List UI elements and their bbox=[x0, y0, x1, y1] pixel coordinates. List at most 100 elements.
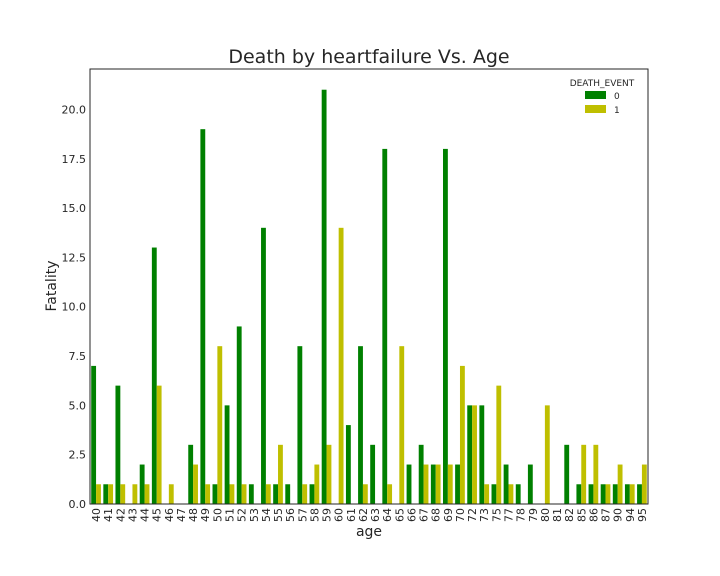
x-tick-label: 85 bbox=[575, 508, 588, 522]
bar-series-0-69 bbox=[443, 148, 448, 504]
y-tick-label: 20.0 bbox=[62, 103, 87, 116]
x-tick-label: 68 bbox=[430, 508, 443, 522]
x-tick-label: 95 bbox=[636, 508, 649, 522]
bar-series-0-78 bbox=[515, 484, 521, 504]
bar-series-1-60 bbox=[338, 227, 344, 504]
x-tick-label: 67 bbox=[418, 508, 431, 522]
bar-series-0-56 bbox=[285, 484, 291, 504]
x-tick-label: 77 bbox=[503, 508, 516, 522]
x-tick-label: 48 bbox=[187, 508, 200, 522]
x-tick-label: 60 bbox=[333, 508, 346, 522]
legend-label-0: 0 bbox=[614, 92, 620, 102]
bar-series-1-77 bbox=[508, 484, 514, 504]
bar-series-0-50 bbox=[212, 484, 218, 504]
bar-series-1-44 bbox=[144, 484, 150, 504]
y-axis-ticks: 0.0 2.5 5.0 7.5 10.0 12.5 15.0 17.5 20.0 bbox=[62, 103, 87, 511]
x-tick-label: 41 bbox=[102, 508, 115, 522]
x-tick-label: 82 bbox=[563, 508, 576, 522]
bar-series-0-86 bbox=[588, 484, 594, 504]
bar-series-0-90 bbox=[612, 484, 618, 504]
x-tick-label: 81 bbox=[551, 508, 564, 522]
bar-series-0-94 bbox=[624, 484, 630, 504]
bar-series-0-61 bbox=[345, 425, 351, 504]
bar-series-1-45 bbox=[156, 385, 162, 504]
x-tick-label: 62 bbox=[357, 508, 370, 522]
bar-series-0-40 bbox=[91, 365, 97, 504]
x-tick-label: 54 bbox=[260, 508, 273, 522]
bar-series-1-86 bbox=[593, 444, 599, 504]
x-tick-label: 42 bbox=[114, 508, 127, 522]
bar-series-1-68 bbox=[435, 464, 441, 504]
bar-series-0-82 bbox=[564, 444, 570, 504]
legend-title: DEATH_EVENT bbox=[570, 79, 635, 89]
bar-series-1-75 bbox=[496, 385, 502, 504]
y-axis-label: Fatality bbox=[44, 261, 60, 312]
bar-series-0-77 bbox=[503, 464, 509, 504]
bar-series-1-85 bbox=[581, 444, 587, 504]
x-tick-label: 47 bbox=[175, 508, 188, 522]
x-tick-label: 66 bbox=[405, 508, 418, 522]
bar-series-1-57 bbox=[302, 484, 308, 504]
y-tick-label: 15.0 bbox=[62, 202, 87, 215]
x-tick-label: 55 bbox=[272, 508, 285, 522]
bar-series-0-75 bbox=[491, 484, 497, 504]
bar-series-0-66 bbox=[406, 464, 412, 504]
x-tick-label: 70 bbox=[454, 508, 467, 522]
bar-series-0-55 bbox=[273, 484, 279, 504]
x-tick-label: 40 bbox=[90, 508, 103, 522]
bar-series-0-57 bbox=[297, 346, 303, 504]
x-tick-label: 90 bbox=[612, 508, 625, 522]
bar-series-1-73 bbox=[484, 484, 490, 504]
bar-series-1-49 bbox=[205, 484, 211, 504]
y-tick-label: 0.0 bbox=[69, 498, 87, 511]
bar-series-0-54 bbox=[261, 227, 266, 504]
bar-series-1-43 bbox=[132, 484, 138, 504]
plot-frame bbox=[89, 68, 649, 505]
y-tick-label: 5.0 bbox=[69, 399, 87, 412]
y-tick-label: 17.5 bbox=[62, 153, 87, 166]
bar-series-1-72 bbox=[472, 405, 477, 504]
bar-series-1-69 bbox=[447, 464, 453, 504]
bar-series-0-72 bbox=[467, 405, 473, 504]
x-tick-label: 59 bbox=[321, 508, 334, 522]
bar-series-1-59 bbox=[326, 444, 332, 504]
bar-series-0-58 bbox=[309, 484, 315, 504]
x-tick-label: 73 bbox=[478, 508, 491, 522]
chart-title: Death by heartfailure Vs. Age bbox=[228, 46, 509, 68]
x-tick-label: 56 bbox=[284, 508, 297, 522]
x-tick-label: 78 bbox=[515, 508, 528, 522]
bar-series-0-68 bbox=[430, 464, 436, 504]
bar-series-0-44 bbox=[139, 464, 145, 504]
bar-series-1-80 bbox=[544, 405, 550, 504]
bar-series-0-49 bbox=[200, 129, 206, 505]
bar-series-0-52 bbox=[236, 326, 242, 504]
bar-series-1-51 bbox=[229, 484, 235, 504]
x-tick-label: 63 bbox=[369, 508, 382, 522]
bar-series-1-62 bbox=[362, 484, 368, 504]
bar-series-0-59 bbox=[321, 89, 327, 505]
x-tick-label: 52 bbox=[236, 508, 249, 522]
x-tick-label: 94 bbox=[624, 508, 637, 522]
bar-series-1-90 bbox=[617, 464, 623, 504]
x-tick-label: 87 bbox=[600, 508, 613, 522]
x-tick-label: 53 bbox=[248, 508, 261, 522]
x-tick-label: 86 bbox=[587, 508, 600, 522]
bar-series-0-70 bbox=[455, 464, 460, 504]
bar-series-0-87 bbox=[600, 484, 606, 504]
y-tick-label: 10.0 bbox=[62, 301, 87, 314]
x-tick-label: 64 bbox=[381, 508, 394, 522]
bar-series-1-94 bbox=[629, 484, 635, 504]
bar-series-0-45 bbox=[151, 247, 157, 505]
bar-series-0-53 bbox=[248, 484, 254, 504]
x-tick-label: 80 bbox=[539, 508, 552, 522]
bar-series-1-52 bbox=[241, 484, 247, 504]
bar-series-0-85 bbox=[576, 484, 582, 504]
x-tick-label: 45 bbox=[151, 508, 164, 522]
x-axis-ticks: 40 41 42 43 44 45 46 47 48 49 50 51 52 53 54 55 56 57 58 59… bbox=[90, 508, 649, 522]
x-tick-label: 72 bbox=[466, 508, 479, 522]
bar-series-1-55 bbox=[278, 444, 283, 504]
x-axis-label: age bbox=[356, 524, 382, 540]
bar-series-1-46 bbox=[168, 484, 174, 504]
bar-series-1-87 bbox=[605, 484, 611, 504]
